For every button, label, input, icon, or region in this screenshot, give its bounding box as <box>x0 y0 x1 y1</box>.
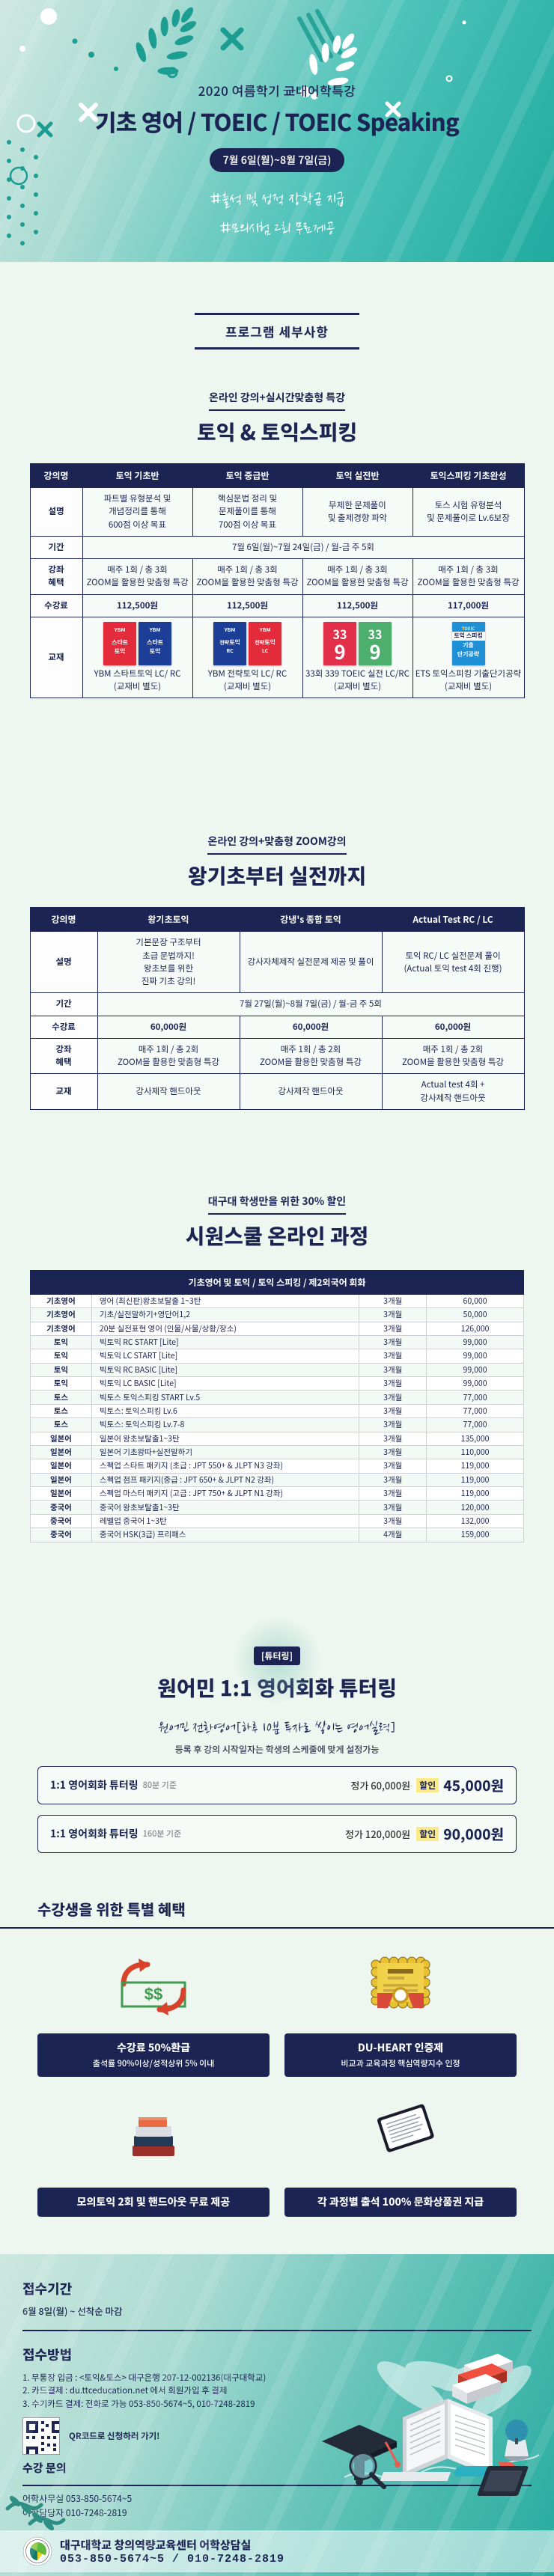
svg-text:$$: $$ <box>144 1985 162 2003</box>
